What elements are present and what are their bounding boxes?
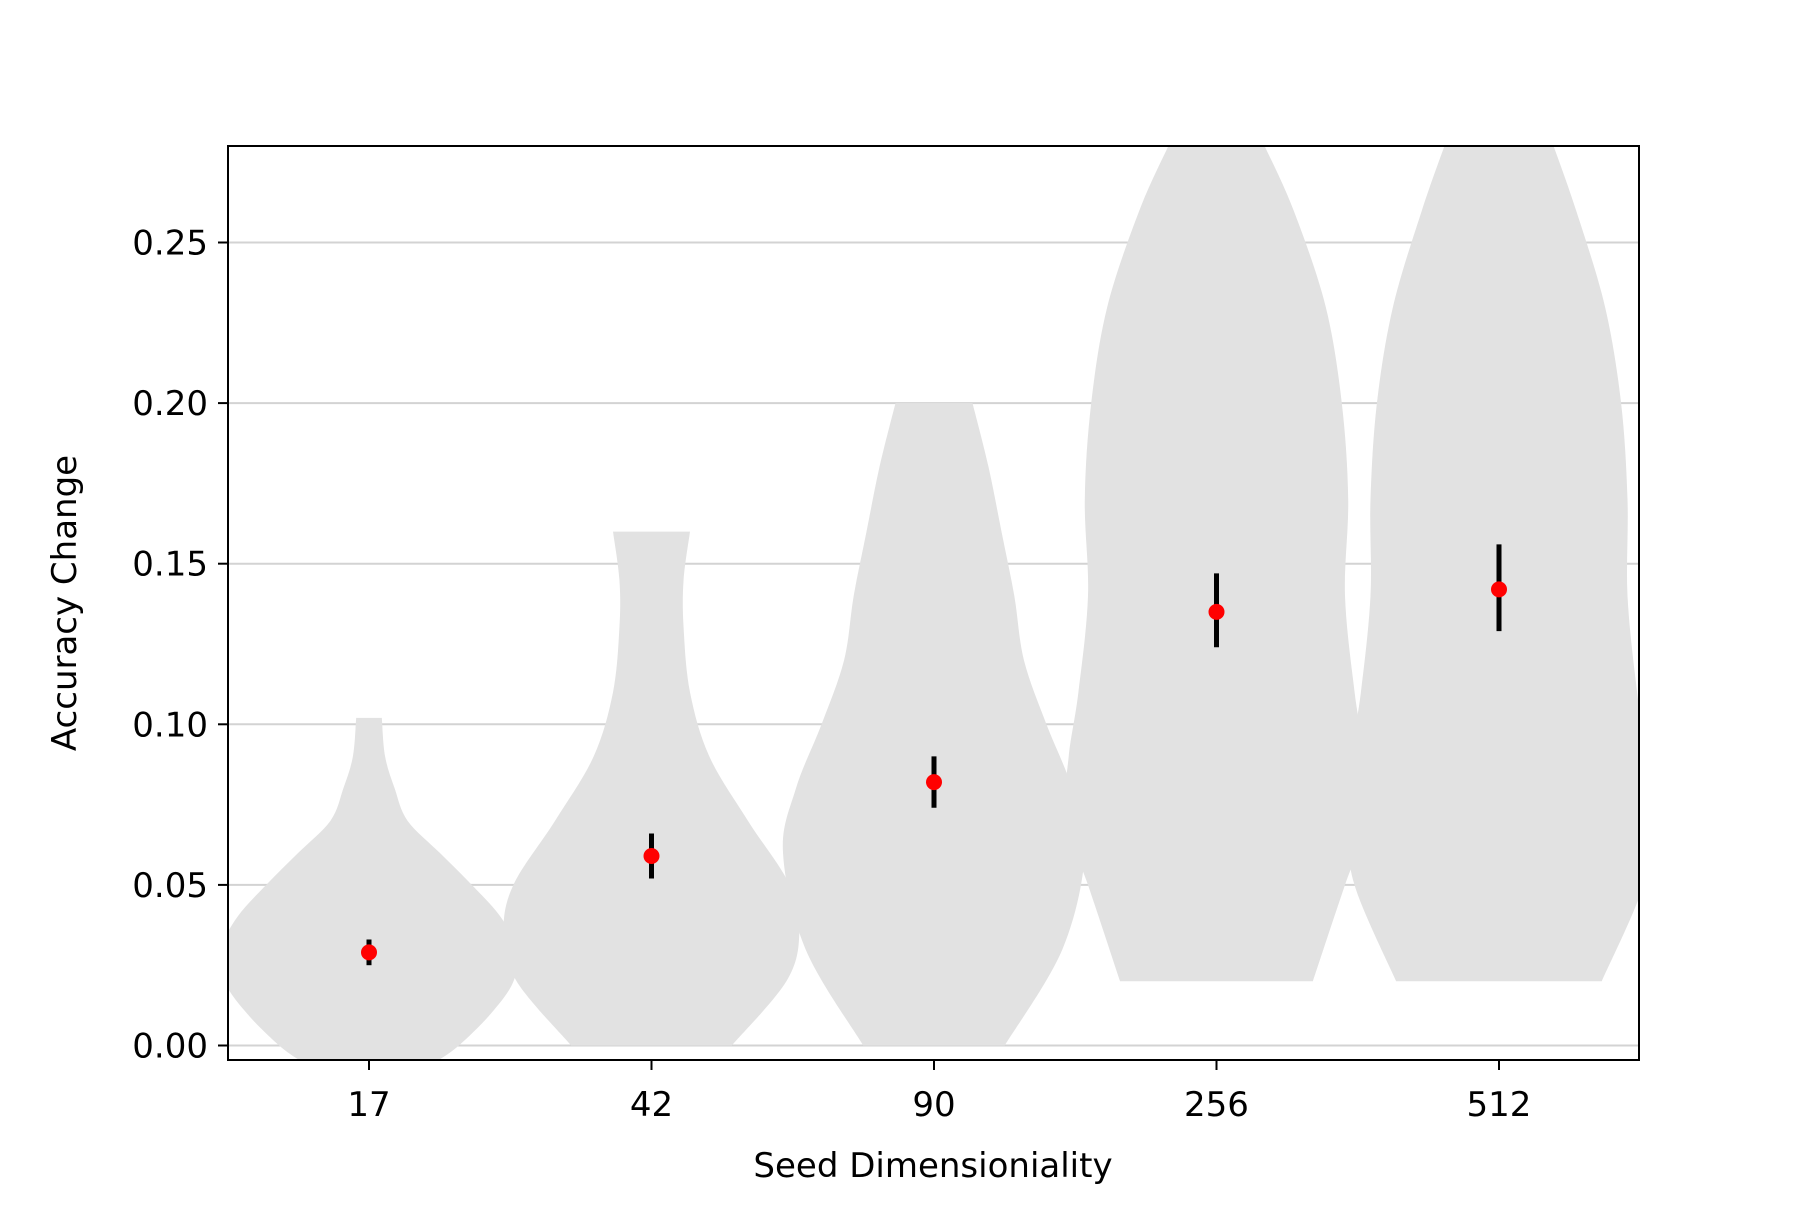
x-axis: 17 42 90 256 512 — [347, 1060, 1531, 1125]
x-tick-label: 42 — [630, 1085, 673, 1125]
marker-layer — [361, 581, 1507, 961]
x-tick-label: 512 — [1467, 1085, 1532, 1125]
y-tick-label: 0.25 — [132, 224, 208, 264]
mean-marker-42 — [643, 847, 660, 864]
violin-256 — [1064, 146, 1369, 982]
violin-17 — [228, 717, 518, 1060]
y-tick-label: 0.20 — [132, 384, 208, 424]
mean-marker-17 — [361, 944, 377, 961]
y-tick-label: 0.15 — [132, 545, 208, 585]
violin-512 — [1347, 146, 1639, 982]
y-axis: 0.00 0.05 0.10 0.15 0.20 0.25 — [132, 224, 228, 1067]
violin-42 — [503, 531, 800, 1046]
x-tick-label: 17 — [347, 1085, 390, 1125]
x-axis-label: Seed Dimensioniality — [753, 1146, 1112, 1186]
y-axis-label: Accuracy Change — [45, 455, 85, 751]
y-tick-label: 0.05 — [132, 866, 208, 906]
x-tick-label: 90 — [912, 1085, 955, 1125]
x-tick-label: 256 — [1184, 1085, 1249, 1125]
violin-90 — [782, 403, 1086, 1046]
mean-marker-512 — [1491, 581, 1507, 598]
violin-layer — [228, 146, 1639, 1060]
mean-marker-90 — [926, 774, 942, 791]
y-tick-label: 0.10 — [132, 705, 208, 745]
y-tick-label: 0.00 — [132, 1027, 208, 1067]
mean-marker-256 — [1208, 603, 1225, 620]
